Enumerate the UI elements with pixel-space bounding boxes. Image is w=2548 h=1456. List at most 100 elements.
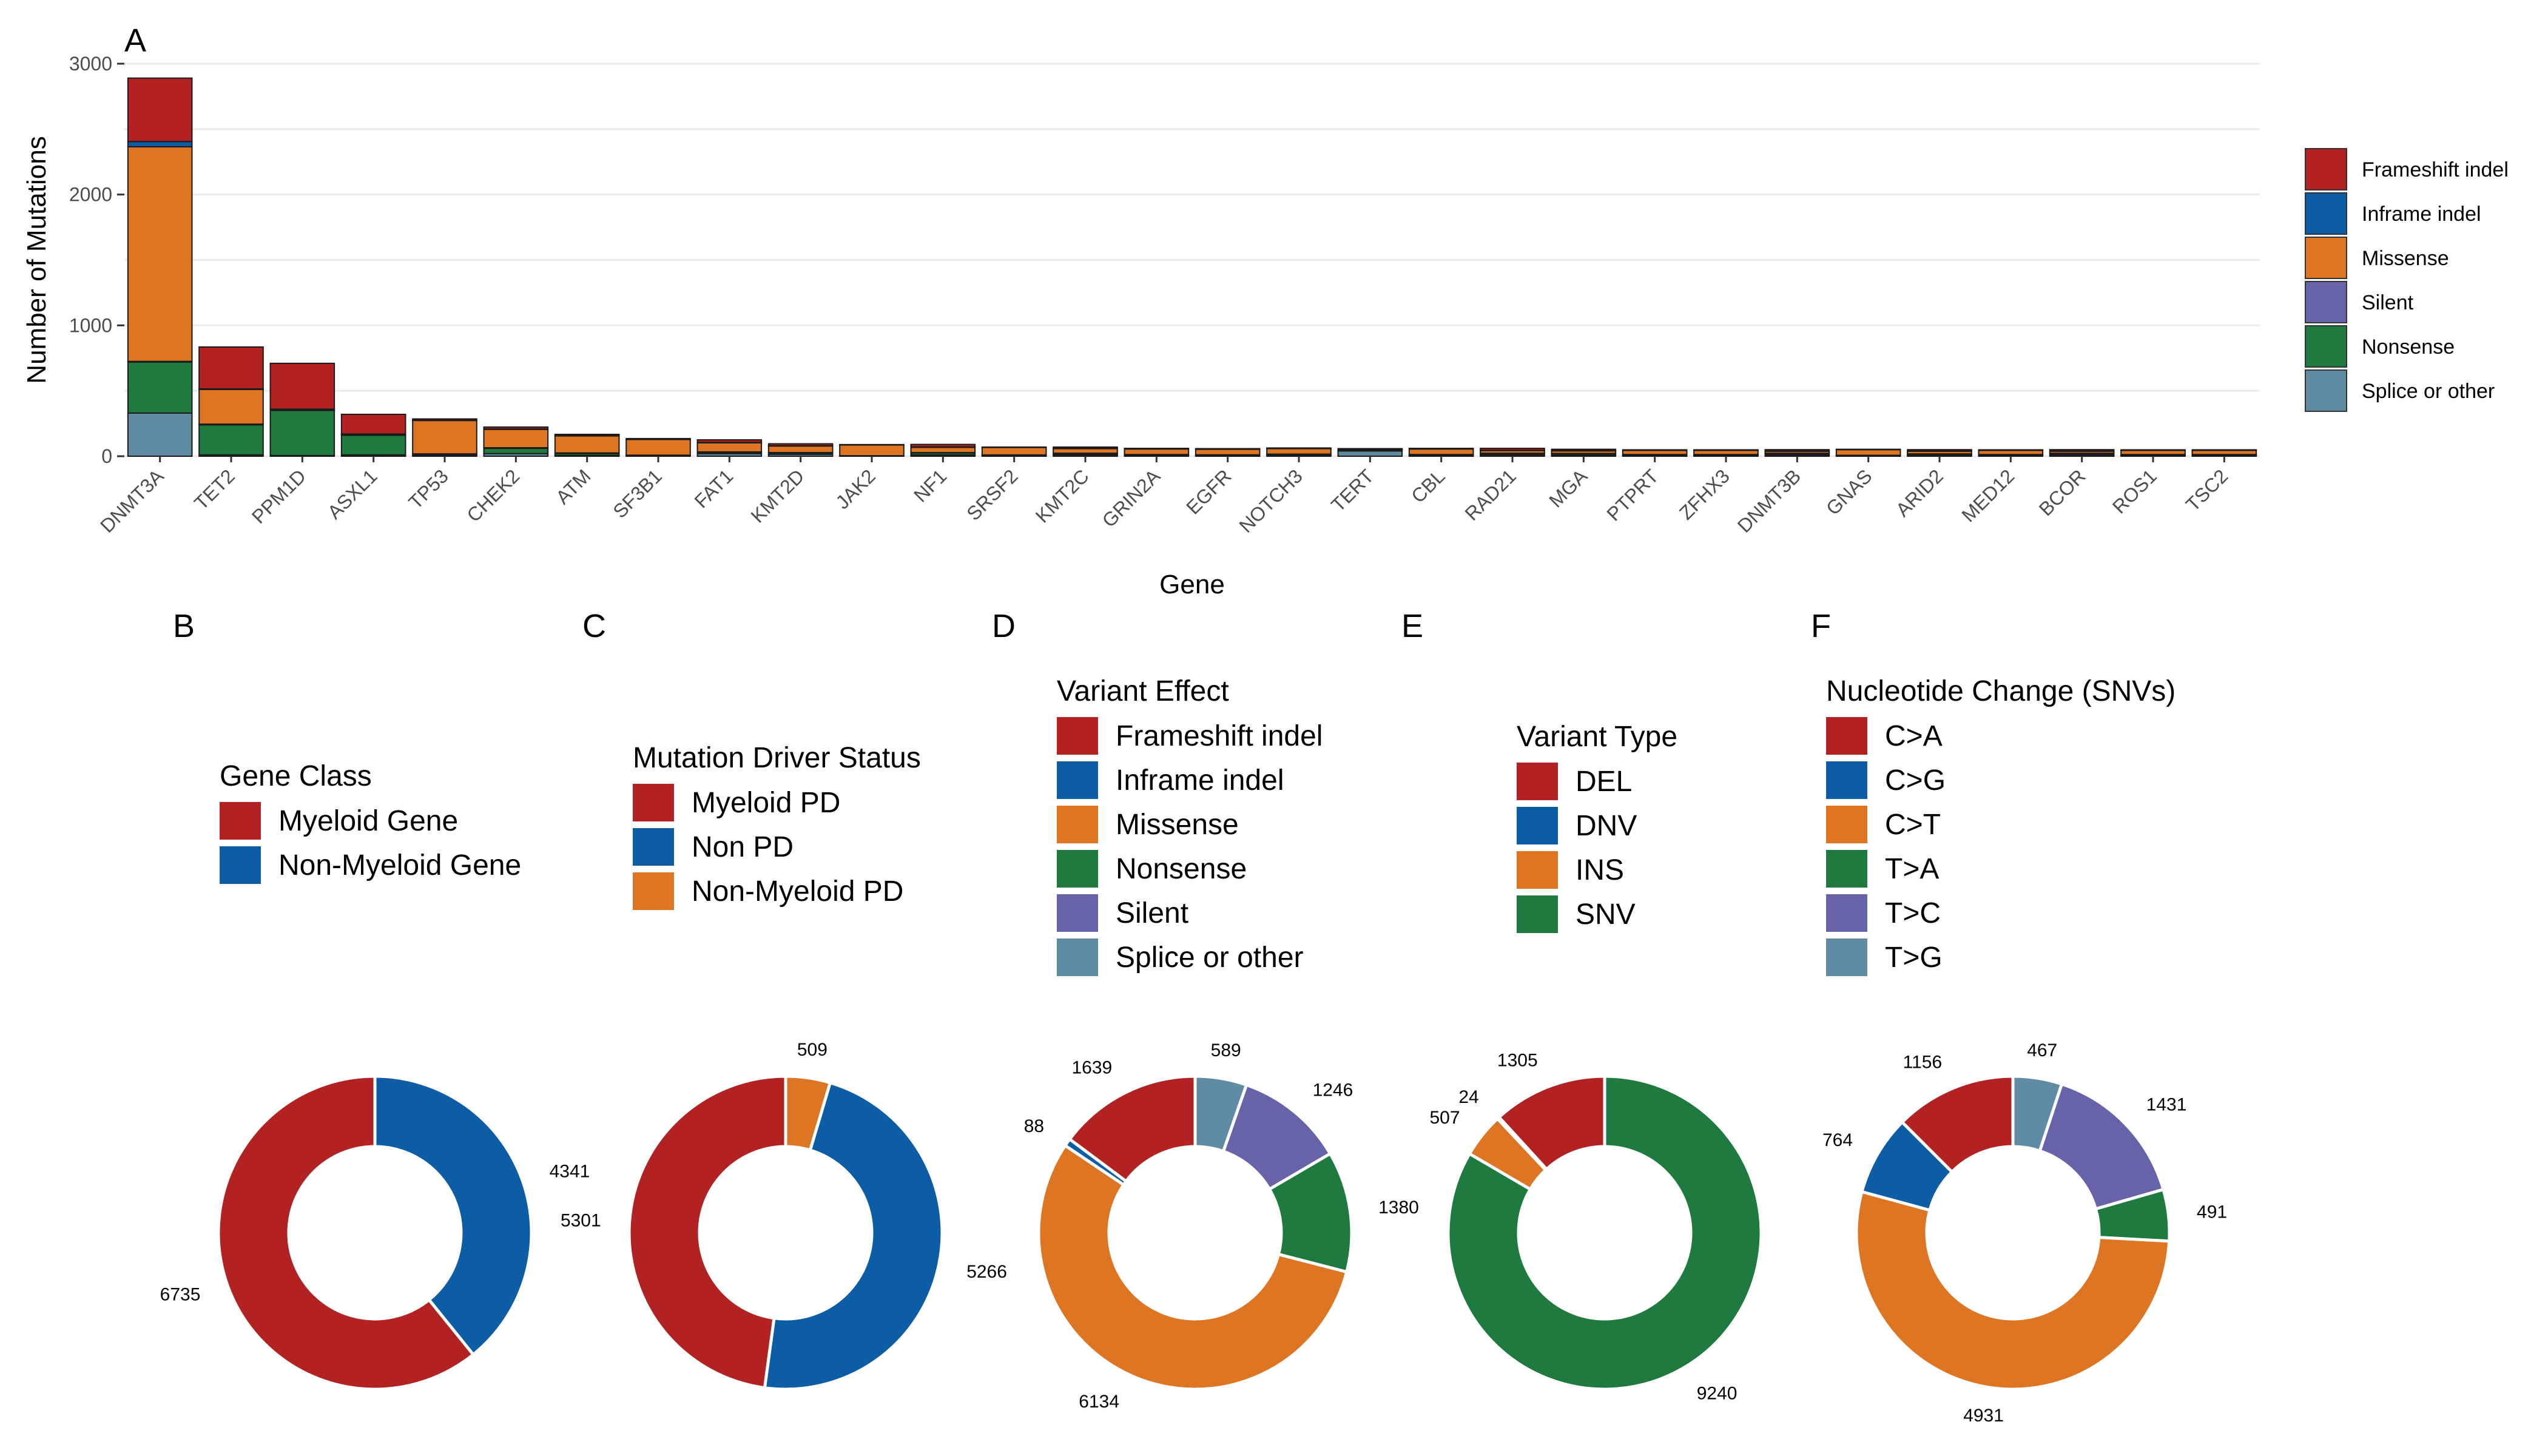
bar-srsf2-missense [981,447,1047,456]
bar-egfr-frameshift-indel [1195,448,1261,450]
x-tick-label: SRSF2 [962,465,1022,524]
x-tick-label: PTPRT [1602,465,1662,525]
slice-value-myeloid-pd: 5301 [561,1211,601,1231]
legend-swatch-frameshift-indel [2305,148,2347,190]
legend-label-inframe-indel: Inframe indel [1116,764,1284,797]
legend-label-splice-or-other: Splice or other [2362,380,2495,403]
slice-value-inframe-indel: 88 [1024,1116,1044,1136]
y-tick-label: 3000 [69,53,112,75]
bar-dnmt3a-splice-or-other [127,412,193,457]
legend-label-del: DEL [1576,766,1632,798]
panel-letter-e: E [1401,608,1423,644]
bar-mga-frameshift-indel [1551,448,1617,451]
legend-swatch-inframe-indel [1057,761,1098,799]
x-tick-label: NOTCH3 [1235,465,1306,536]
y-tick-label: 2000 [69,184,112,206]
x-tick-label: SF3B1 [608,465,666,522]
panel-letter-b: B [173,608,195,644]
slice-myeloid-pd [627,1074,787,1390]
legend-title: Mutation Driver Status [633,742,921,774]
slice-myeloid-gene [217,1074,476,1391]
legend-swatch-t-a [1826,850,1867,888]
slice-value-c-a: 1156 [1903,1052,1943,1072]
legend-label-t-c: T>C [1885,897,1941,929]
bar-grin2a-missense [1124,448,1190,456]
x-tick-label: KMT2C [1031,465,1093,527]
bar-nf1-frameshift-indel [910,443,976,448]
slice-t-c [2038,1082,2166,1211]
legend-label-dnv: DNV [1576,810,1637,842]
slice-value-t-c: 1431 [2146,1094,2187,1114]
legend-title: Nucleotide Change (SNVs) [1826,675,2176,707]
bar-chek2-nonsense [483,448,549,454]
legend-label-missense: Missense [2362,247,2449,270]
bar-tert-frameshift-indel [1337,448,1403,450]
legend-label-non-myeloid-gene: Non-Myeloid Gene [278,849,521,881]
bar-tet2-nonsense [198,424,264,456]
slice-value-nonsense: 1380 [1378,1198,1419,1218]
x-tick-label: MGA [1545,465,1591,511]
x-tick-label: EGFR [1182,465,1235,518]
slice-c-t [1855,1190,2171,1391]
x-tick-label: TERT [1327,465,1378,516]
y-axis-title: Number of Mutations [22,136,52,383]
slice-value-c-g: 764 [1822,1130,1853,1150]
slice-value-snv: 9240 [1697,1384,1737,1404]
x-tick-label: ZFHX3 [1675,465,1734,524]
legend-label-non-pd: Non PD [692,831,794,863]
bar-kmt2c-missense [1053,448,1118,454]
x-tick-label: ARID2 [1892,465,1947,521]
bar-fat1-frameshift-indel [696,439,763,443]
slice-value-del: 1305 [1497,1051,1538,1071]
x-tick-label: ROS1 [2108,465,2161,517]
slice-value-non-myeloid-gene: 4341 [550,1161,590,1181]
bar-bcor-frameshift-indel [2049,449,2115,452]
bar-chek2-missense [483,428,549,448]
legend-swatch-myeloid-gene [220,802,261,840]
slice-value-t-a: 491 [2197,1202,2227,1222]
x-tick-label: JAK2 [831,465,880,513]
panel-a-legend: Frameshift indel Inframe indel Missense Sil… [2305,148,2509,412]
bar-dnmt3b-frameshift-indel [1764,449,1830,452]
bar-sf3b1-missense [625,439,691,456]
y-tick-label: 0 [101,445,112,467]
slice-value-frameshift-indel: 1639 [1072,1057,1113,1077]
x-tick-label: PPM1D [248,465,310,527]
x-tick-label: RAD21 [1461,465,1520,524]
bar-ros1-missense [2120,450,2186,456]
x-tick-label: DNMT3A [96,465,168,537]
panel-a-bar-chart: A 0 1000 2000 3000 Number of Mutations DNMT3A T… [22,22,2260,599]
slice-frameshift-indel [1067,1074,1197,1184]
bar-atm-frameshift-indel [554,433,620,437]
slice-value-missense: 6134 [1079,1392,1119,1412]
bar-tsc2-missense [2191,450,2257,456]
x-tick-label: GNAS [1822,465,1876,519]
legend-swatch-non-myeloid-gene [220,846,261,884]
legend-swatch-ins [1517,851,1558,889]
legend-label-silent: Silent [2362,291,2414,314]
legend-swatch-nonsense [1057,850,1098,888]
bar-jak2-missense [839,444,905,457]
slice-value-myeloid-gene: 6735 [160,1285,201,1305]
legend-label-missense: Missense [1116,809,1239,841]
bar-asxl1-nonsense [340,434,406,456]
legend-swatch-silent [1057,894,1098,932]
legend-label-t-a: T>A [1885,853,1939,885]
legend-swatch-t-c [1826,894,1867,932]
bar-arid2-frameshift-indel [1907,449,1972,452]
bar-ppm1d-nonsense [269,410,335,456]
slice-value-dnv: 24 [1458,1087,1478,1107]
slice-value-ins: 507 [1429,1108,1460,1128]
bar-tp53-frameshift-indel [412,418,477,421]
slice-missense [1037,1143,1349,1391]
legend-label-myeloid-gene: Myeloid Gene [278,805,458,837]
bar-ptprt-missense [1622,450,1688,456]
legend-label-ins: INS [1576,854,1624,886]
legend-swatch-c-a [1826,717,1867,755]
legend-label-c-a: C>A [1885,720,1943,752]
legend-swatch-dnv [1517,807,1558,844]
slice-non-pd [763,1080,944,1391]
legend-swatch-splice-or-other [1057,939,1098,976]
slice-snv [1446,1074,1763,1391]
